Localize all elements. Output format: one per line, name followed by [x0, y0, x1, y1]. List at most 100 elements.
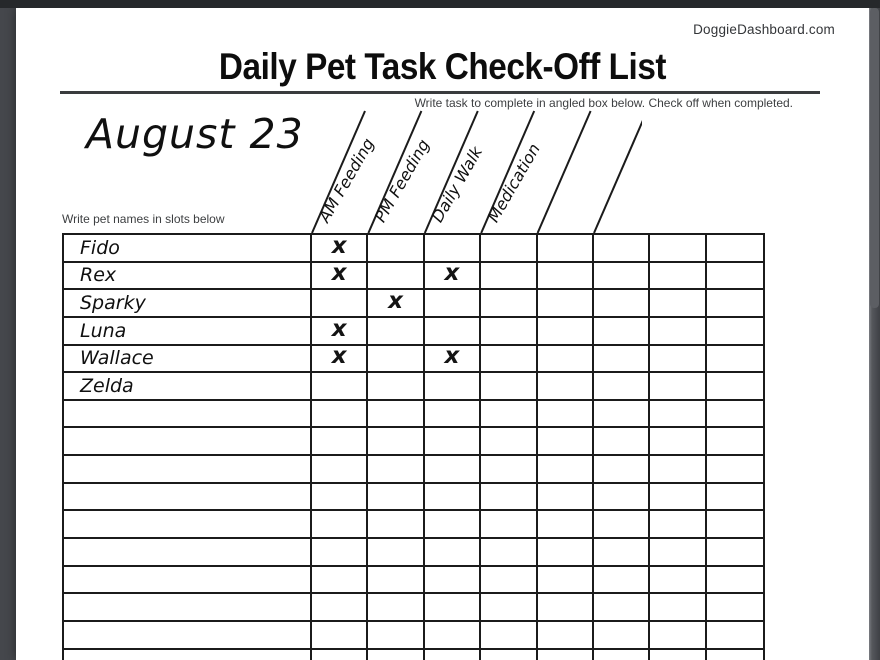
check-cell	[707, 650, 763, 660]
check-cell	[481, 428, 538, 455]
check-mark: x	[388, 288, 403, 315]
pet-row: Sparky x	[64, 288, 764, 318]
check-cell	[707, 373, 763, 399]
check-cell	[707, 235, 763, 261]
check-cell	[594, 262, 651, 289]
empty-row	[64, 539, 764, 567]
check-cell	[481, 511, 538, 538]
check-cell: x	[425, 345, 482, 372]
check-cell: x	[425, 260, 482, 289]
check-cell	[650, 566, 707, 593]
pet-row: Fido x	[64, 232, 764, 263]
check-cell	[650, 594, 707, 620]
check-cell	[594, 235, 651, 261]
check-cell	[481, 290, 538, 316]
pet-name-cell: Wallace	[64, 345, 312, 372]
check-cell	[707, 456, 763, 482]
check-cell	[538, 290, 594, 316]
pdf-page: DoggieDashboard.com Daily Pet Task Check…	[16, 8, 869, 660]
check-cell	[538, 428, 594, 455]
check-cell	[481, 539, 538, 565]
check-cell	[368, 400, 425, 427]
check-cell	[538, 594, 594, 620]
check-cell	[650, 262, 707, 289]
pet-name-cell	[64, 511, 312, 538]
pet-name-cell	[64, 483, 312, 510]
check-cell	[481, 373, 538, 399]
check-cell	[594, 428, 651, 455]
check-cell	[538, 649, 594, 660]
check-cell	[481, 400, 538, 427]
check-cell: x	[312, 315, 369, 344]
check-cell	[538, 539, 594, 565]
check-mark: x	[331, 315, 347, 342]
pet-name-cell: Luna	[64, 317, 312, 344]
check-cell	[650, 373, 707, 399]
check-cell	[594, 649, 651, 660]
task-header-angled-lines	[311, 110, 642, 233]
empty-row	[64, 621, 764, 650]
check-cell	[650, 649, 707, 660]
date-handwritten: August 23	[86, 110, 304, 158]
angled-divider-line	[536, 110, 592, 233]
check-cell	[368, 594, 425, 620]
empty-row	[64, 456, 764, 484]
empty-row	[64, 594, 764, 622]
check-cell	[312, 373, 369, 399]
brand-text: DoggieDashboard.com	[693, 22, 835, 37]
check-cell	[650, 400, 707, 427]
check-cell	[425, 373, 482, 399]
check-cell	[368, 317, 425, 344]
check-cell	[312, 483, 369, 510]
checklist-grid: Fido x Rex x x Sparky x Luna x Wallace x x Zelda	[62, 232, 766, 660]
check-cell	[312, 539, 369, 565]
pet-name-cell: Fido	[64, 235, 312, 261]
scrollbar[interactable]	[869, 8, 880, 660]
check-cell	[594, 400, 651, 427]
check-cell	[538, 621, 594, 648]
check-cell	[312, 290, 369, 316]
check-cell	[312, 428, 369, 455]
check-mark: x	[331, 232, 347, 259]
title-rule	[60, 91, 820, 94]
check-cell	[368, 373, 425, 399]
check-cell	[707, 567, 763, 593]
empty-row	[64, 428, 764, 457]
pet-names-hint: Write pet names in slots below	[62, 212, 225, 226]
check-cell	[650, 483, 707, 510]
check-cell	[312, 456, 369, 482]
check-cell	[425, 400, 482, 427]
angled-divider-line	[367, 110, 423, 233]
check-cell	[368, 566, 425, 593]
check-cell	[368, 621, 425, 648]
check-cell	[594, 317, 651, 344]
check-cell	[538, 262, 594, 289]
check-cell	[594, 539, 651, 565]
pet-name-cell: Sparky	[64, 290, 312, 316]
check-cell	[481, 649, 538, 660]
pet-name-cell: Zelda	[64, 373, 312, 399]
check-cell: x	[312, 232, 369, 261]
check-cell	[425, 566, 482, 593]
check-mark: x	[444, 260, 460, 287]
check-cell	[594, 290, 651, 316]
pet-row: Zelda	[64, 373, 764, 401]
check-mark: x	[331, 343, 347, 370]
check-cell	[650, 621, 707, 648]
check-cell	[481, 235, 538, 261]
check-cell	[312, 621, 369, 648]
empty-row	[64, 400, 764, 429]
check-cell	[707, 511, 763, 537]
subtitle-instructions: Write task to complete in angled box bel…	[414, 96, 793, 110]
scrollbar-thumb[interactable]	[870, 8, 879, 308]
check-cell	[368, 456, 425, 482]
page-title: Daily Pet Task Check-Off List	[218, 46, 667, 87]
pet-name-cell	[64, 621, 312, 648]
check-cell	[425, 621, 482, 648]
check-cell	[425, 649, 482, 660]
check-cell	[650, 345, 707, 372]
check-cell	[594, 345, 651, 372]
check-cell	[650, 539, 707, 565]
angled-divider-line	[480, 110, 536, 233]
check-cell	[650, 428, 707, 455]
